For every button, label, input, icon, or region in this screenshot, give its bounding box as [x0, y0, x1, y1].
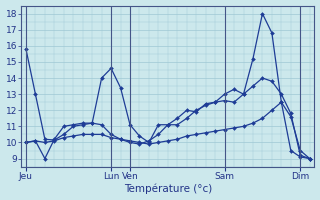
X-axis label: Température (°c): Température (°c) — [124, 184, 212, 194]
